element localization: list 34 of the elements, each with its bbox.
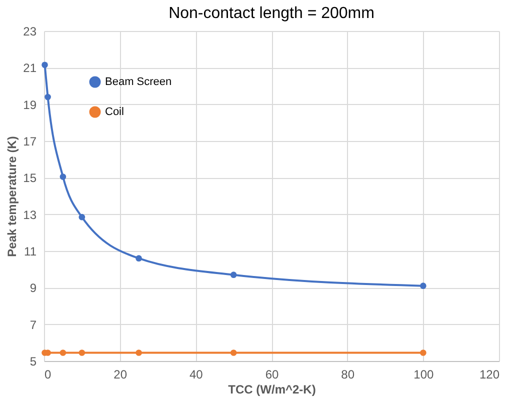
y-axis-title: Peak temperature (K) (5, 136, 20, 257)
point (420, 282, 426, 289)
y-tick-label: 11 (24, 244, 37, 258)
point (230, 350, 237, 356)
point (78, 214, 86, 220)
point (230, 272, 237, 278)
point (136, 350, 142, 356)
x-axis-title: TCC (W/m^2-K) (228, 382, 316, 396)
x-tick-label: 120 (479, 368, 500, 382)
y-tick-label: 5 (30, 354, 37, 368)
point (420, 350, 426, 356)
y-tick-label: 23 (23, 24, 37, 38)
y-tick-label: 7 (30, 318, 37, 332)
y-tick-label: 19 (23, 98, 37, 112)
point (44, 94, 51, 100)
x-tick-label: 80 (341, 368, 355, 382)
point (42, 62, 48, 68)
point (60, 174, 66, 180)
y-tick-label: 17 (23, 134, 37, 148)
x-tick-label: 100 (414, 368, 434, 382)
x-tick-label: 40 (189, 368, 204, 382)
point (78, 350, 86, 356)
x-tick-label: 0 (44, 368, 52, 382)
legend-label: Beam Screen (105, 76, 172, 88)
point (60, 350, 66, 356)
point (136, 255, 142, 262)
y-tick-label: 21 (23, 61, 37, 76)
y-tick-label: 13 (23, 208, 37, 222)
chart-title: Non-contact length = 200mm (168, 5, 374, 22)
legend-label: Coil (105, 106, 124, 118)
x-tick-label: 60 (265, 368, 279, 382)
x-tick-label: 20 (114, 368, 128, 382)
y-tick-label: 15 (23, 171, 37, 186)
y-tick-label: 9 (30, 281, 37, 296)
